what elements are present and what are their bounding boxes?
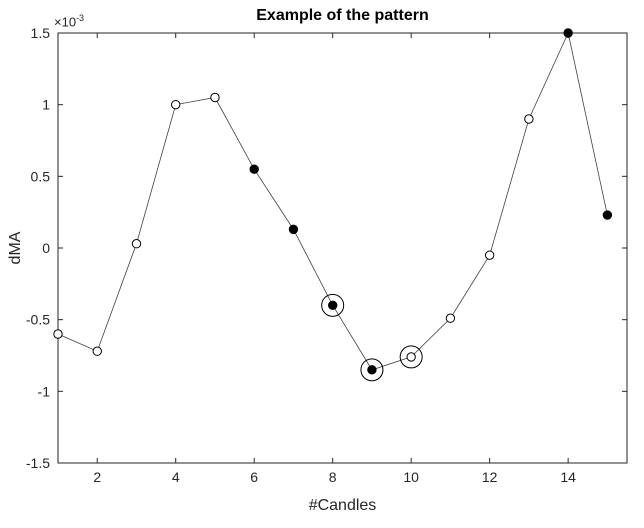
data-point-open [53, 329, 63, 339]
data-point-open [524, 114, 534, 124]
data-point-open [171, 99, 181, 110]
highlight-ring [360, 358, 384, 382]
x-tick-label: 12 [482, 469, 498, 485]
y-tick-label: 0 [42, 240, 50, 256]
data-point-filled [563, 28, 573, 38]
y-tick-label: -1.5 [26, 455, 50, 471]
x-tick-label: 10 [403, 469, 419, 485]
data-point-open [445, 313, 456, 323]
y-tick-label: 0.5 [31, 168, 51, 184]
y-multiplier-exponent: -3 [76, 13, 85, 23]
axes-box [57, 32, 628, 464]
data-point-open [484, 250, 495, 260]
data-point-open [131, 239, 142, 249]
data-point-filled [249, 164, 259, 174]
data-point-filled [367, 365, 377, 375]
x-tick-label: 8 [329, 469, 337, 485]
data-point-open [92, 346, 102, 356]
y-tick-label: 1.5 [31, 25, 51, 41]
data-point-filled [288, 224, 299, 235]
data-point-filled [602, 210, 613, 220]
x-axis-label: #Candles [308, 497, 377, 514]
x-tick-label: 4 [172, 469, 180, 485]
y-tick-label: -0.5 [26, 312, 50, 328]
chart-title: Example of the pattern [256, 7, 429, 24]
y-multiplier-base: ×10 [54, 14, 77, 30]
data-line [57, 31, 608, 371]
data-point-open [406, 352, 416, 362]
y-tick-label: -1 [38, 383, 51, 399]
highlight-ring [399, 345, 423, 369]
data-point-open [210, 92, 220, 103]
x-tick-label: 6 [250, 469, 258, 485]
x-tick-label: 14 [560, 469, 576, 485]
highlight-ring [321, 293, 345, 317]
y-tick-label: 1 [42, 97, 50, 113]
x-tick-label: 2 [93, 469, 101, 485]
data-point-filled [327, 300, 338, 311]
y-axis-multiplier: ×10-3 [54, 13, 84, 29]
